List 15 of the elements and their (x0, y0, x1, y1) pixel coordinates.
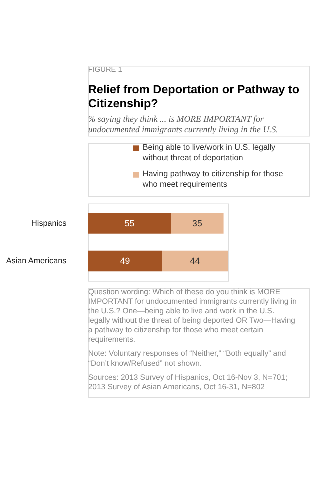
bar (162, 250, 228, 272)
caption: FIGURE 1 (88, 64, 122, 74)
bar (88, 213, 172, 234)
bar (88, 250, 162, 272)
data-label: 49 (120, 256, 130, 266)
y-tick-label: Asian Americans (6, 256, 67, 266)
data-label: 35 (192, 218, 202, 228)
chart-subtitle: % saying they think ... is MORE IMPORTANT for undocumented immigrants currently living in the U.S. (88, 114, 278, 134)
legend-label: Having pathway to citizenship for those who meet requirements (142, 170, 284, 189)
data-label: 44 (190, 256, 200, 266)
bar (171, 213, 224, 234)
data-label: 55 (124, 218, 135, 228)
y-tick-label: Hispanics (32, 218, 67, 228)
chart-title: Relief from Deportation or Pathway to Citizenship? (88, 83, 300, 110)
legend-label: Being able to live/work in U.S. legally without threat of deportation (142, 142, 277, 162)
